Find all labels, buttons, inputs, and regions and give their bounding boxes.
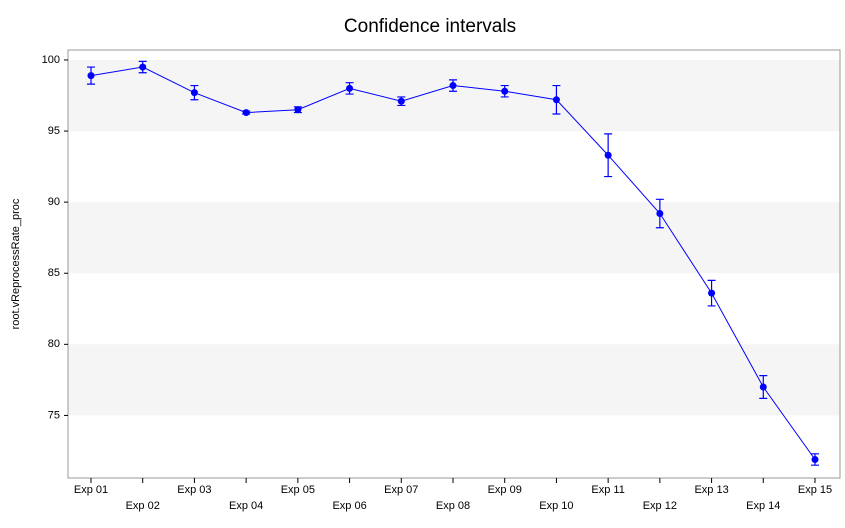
x-tick-label: Exp 11 (591, 484, 624, 496)
x-tick-label: Exp 01 (74, 484, 108, 496)
y-tick-label: 95 (48, 125, 60, 137)
chart-title: Confidence intervals (344, 16, 516, 37)
x-tick-label: Exp 14 (746, 500, 780, 512)
y-axis-label: root.vReprocessRate_proc (10, 198, 22, 329)
grid-band (68, 202, 840, 274)
x-tick-label: Exp 02 (126, 500, 160, 512)
data-point (294, 106, 302, 114)
x-tick-label: Exp 07 (384, 484, 418, 496)
x-tick-label: Exp 03 (177, 484, 211, 496)
y-tick-label: 90 (48, 196, 60, 208)
data-point (87, 72, 95, 80)
data-point (190, 89, 198, 97)
grid-band (68, 59, 840, 132)
x-tick-label: Exp 05 (281, 484, 315, 496)
y-tick-label: 85 (48, 267, 60, 279)
data-point (708, 289, 716, 297)
data-point (346, 84, 354, 92)
y-tick-label: 80 (48, 338, 60, 350)
data-point (759, 383, 767, 391)
data-point (242, 109, 250, 117)
data-point (811, 456, 819, 464)
x-tick-label: Exp 13 (694, 484, 728, 496)
grid-band (68, 344, 840, 416)
data-point (397, 97, 405, 105)
data-point (656, 210, 664, 218)
data-point (604, 151, 612, 159)
data-point (139, 63, 147, 71)
x-tick-label: Exp 10 (539, 500, 573, 512)
x-tick-label: Exp 04 (229, 500, 263, 512)
x-tick-label: Exp 06 (332, 500, 366, 512)
data-point (449, 82, 457, 90)
x-tick-label: Exp 09 (488, 484, 522, 496)
x-tick-label: Exp 15 (798, 484, 832, 496)
data-point (501, 87, 509, 95)
plot-frame (67, 49, 841, 479)
y-tick-label: 75 (48, 409, 60, 421)
x-tick-label: Exp 08 (436, 500, 470, 512)
y-tick-label: 100 (42, 54, 60, 66)
data-point (552, 96, 560, 104)
x-tick-label: Exp 12 (643, 500, 677, 512)
